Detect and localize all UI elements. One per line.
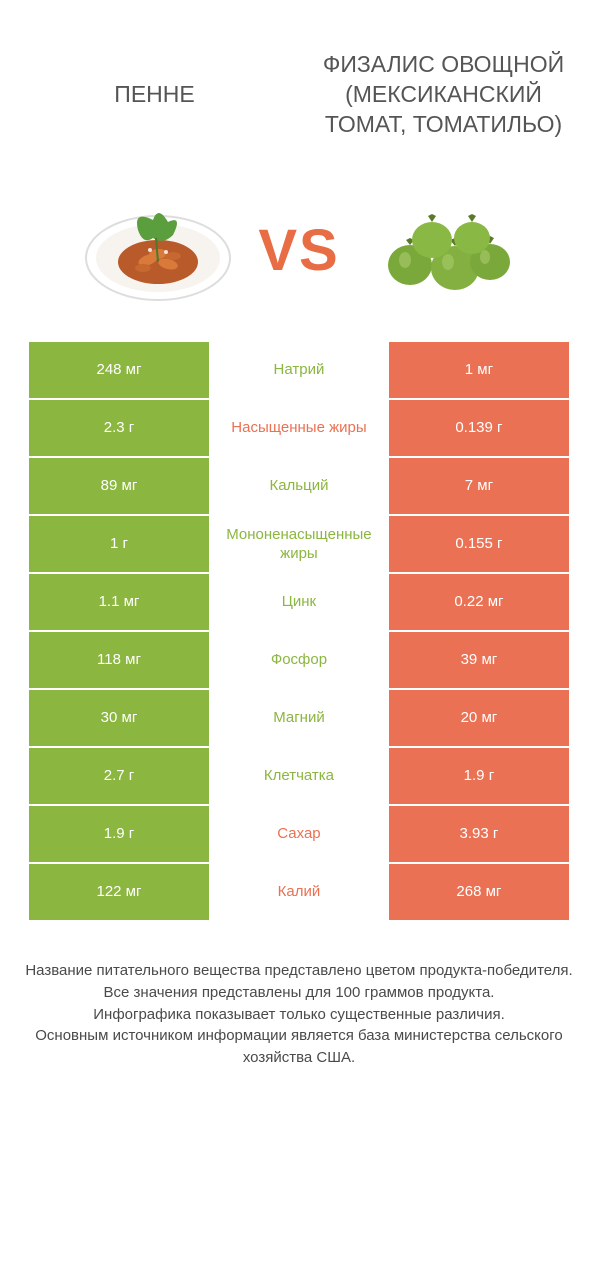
- penne-image: [78, 190, 238, 310]
- nutrient-name: Магний: [209, 690, 389, 746]
- right-food-title: ФИЗАЛИС ОВОЩНОЙ (МЕКСИКАНСКИЙ ТОМАТ, ТОМ…: [299, 50, 588, 140]
- nutrient-name: Цинк: [209, 574, 389, 630]
- footer-notes: Название питательного вещества представл…: [19, 960, 579, 1069]
- vs-row: VS: [0, 180, 598, 340]
- left-value: 30 мг: [29, 690, 209, 746]
- left-value: 1 г: [29, 516, 209, 572]
- footer-line: Название питательного вещества представл…: [19, 960, 579, 982]
- nutrient-name: Сахар: [209, 806, 389, 862]
- table-row: 248 мгНатрий1 мг: [29, 340, 569, 398]
- table-row: 30 мгМагний20 мг: [29, 688, 569, 746]
- table-row: 1 гМононенасыщенные жиры0.155 г: [29, 514, 569, 572]
- infographic-page: ПЕННЕ ФИЗАЛИС ОВОЩНОЙ (МЕКСИКАНСКИЙ ТОМА…: [0, 0, 598, 1069]
- nutrient-name: Мононенасыщенные жиры: [209, 516, 389, 572]
- left-value: 2.7 г: [29, 748, 209, 804]
- left-food-title: ПЕННЕ: [10, 80, 299, 110]
- left-value: 2.3 г: [29, 400, 209, 456]
- table-row: 2.7 гКлетчатка1.9 г: [29, 746, 569, 804]
- nutrient-name: Клетчатка: [209, 748, 389, 804]
- nutrient-name: Калий: [209, 864, 389, 920]
- right-value: 20 мг: [389, 690, 569, 746]
- tomatillo-image: [360, 190, 520, 310]
- left-value: 1.1 мг: [29, 574, 209, 630]
- table-row: 2.3 гНасыщенные жиры0.139 г: [29, 398, 569, 456]
- right-value: 7 мг: [389, 458, 569, 514]
- table-row: 118 мгФосфор39 мг: [29, 630, 569, 688]
- left-value: 248 мг: [29, 342, 209, 398]
- left-value: 1.9 г: [29, 806, 209, 862]
- footer-line: Все значения представлены для 100 граммо…: [19, 982, 579, 1004]
- table-row: 1.9 гСахар3.93 г: [29, 804, 569, 862]
- table-row: 122 мгКалий268 мг: [29, 862, 569, 920]
- footer-line: Инфографика показывает только существенн…: [19, 1004, 579, 1026]
- left-value: 118 мг: [29, 632, 209, 688]
- right-value: 1 мг: [389, 342, 569, 398]
- nutrient-name: Фосфор: [209, 632, 389, 688]
- right-value: 0.139 г: [389, 400, 569, 456]
- table-row: 1.1 мгЦинк0.22 мг: [29, 572, 569, 630]
- header: ПЕННЕ ФИЗАЛИС ОВОЩНОЙ (МЕКСИКАНСКИЙ ТОМА…: [0, 0, 598, 180]
- right-value: 1.9 г: [389, 748, 569, 804]
- right-value: 0.22 мг: [389, 574, 569, 630]
- footer-line: Основным источником информации является …: [19, 1025, 579, 1069]
- right-value: 268 мг: [389, 864, 569, 920]
- table-row: 89 мгКальций7 мг: [29, 456, 569, 514]
- right-value: 0.155 г: [389, 516, 569, 572]
- vs-label: VS: [258, 217, 339, 284]
- right-value: 3.93 г: [389, 806, 569, 862]
- right-value: 39 мг: [389, 632, 569, 688]
- nutrient-name: Натрий: [209, 342, 389, 398]
- left-value: 89 мг: [29, 458, 209, 514]
- nutrient-table: 248 мгНатрий1 мг2.3 гНасыщенные жиры0.13…: [29, 340, 569, 920]
- nutrient-name: Кальций: [209, 458, 389, 514]
- nutrient-name: Насыщенные жиры: [209, 400, 389, 456]
- left-value: 122 мг: [29, 864, 209, 920]
